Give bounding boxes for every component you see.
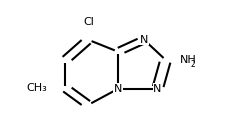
Text: NH: NH [179,55,196,65]
Text: N: N [113,84,122,94]
Text: N: N [139,35,148,45]
Text: 2: 2 [190,60,194,69]
Text: Cl: Cl [82,17,93,27]
Text: N: N [153,84,161,94]
Text: CH₃: CH₃ [26,83,47,93]
